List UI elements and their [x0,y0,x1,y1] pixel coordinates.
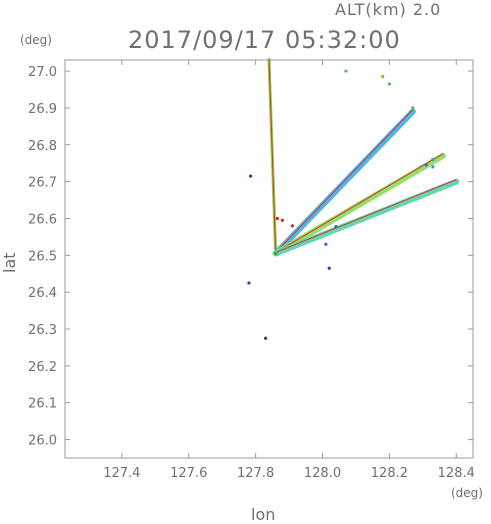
echo-point [249,174,253,178]
y-tick-label: 26.5 [28,249,57,264]
beam-layer [267,57,460,257]
radar-beam [272,152,446,257]
echo-point [381,74,385,79]
echo-point [280,218,284,222]
echo-point [411,106,415,110]
echo-point [431,165,435,169]
echo-point [247,281,251,285]
y-tick-label: 26.9 [28,102,57,117]
y-tick-label: 26.0 [28,434,57,449]
echo-point [324,242,328,246]
y-tick-label: 27.0 [28,65,57,80]
altitude-label: ALT(km) 2.0 [335,0,442,19]
plot-frame [64,59,474,459]
x-axis-label: lon [251,505,276,524]
echo-point [344,69,348,73]
x-tick-label: 127.6 [170,466,207,481]
y-tick-label: 26.6 [28,212,57,227]
echo-points [247,69,435,340]
y-tick-label: 26.7 [28,176,57,191]
radar-beam [272,108,416,257]
radar-site-marker [274,251,278,255]
y-tick-label: 26.3 [28,323,57,338]
y-axis-unit: (deg) [20,33,52,47]
echo-point [424,163,428,167]
beam-edge [275,179,457,253]
echo-point [334,224,338,229]
beam-edge [275,109,414,253]
echo-point [327,266,331,270]
x-tick-label: 128.4 [438,466,475,481]
echo-point [431,157,435,162]
echo-point [387,82,391,86]
beam-edge [275,153,444,253]
x-ticks: 127.4 127.6 127.8 128.0 128.2 128.4 [103,60,475,481]
echo-point [275,216,279,221]
y-tick-label: 26.2 [28,360,57,375]
y-ticks: 26.0 26.1 26.2 26.3 26.4 26.5 26.6 26.7 26.8 26.9… [28,65,473,449]
echo-point [264,336,268,340]
beam-edge [268,57,277,253]
x-axis-unit: (deg) [451,486,483,500]
y-tick-label: 26.1 [28,397,57,412]
x-tick-label: 127.8 [237,466,274,481]
x-tick-label: 128.0 [304,466,341,481]
radar-beam [272,178,460,257]
x-tick-label: 128.2 [371,466,408,481]
y-tick-label: 26.8 [28,139,57,154]
y-tick-label: 26.4 [28,286,57,301]
x-tick-label: 127.4 [103,466,140,481]
echo-point [290,224,295,228]
chart-title: 2017/09/17 05:32:00 [128,26,401,54]
